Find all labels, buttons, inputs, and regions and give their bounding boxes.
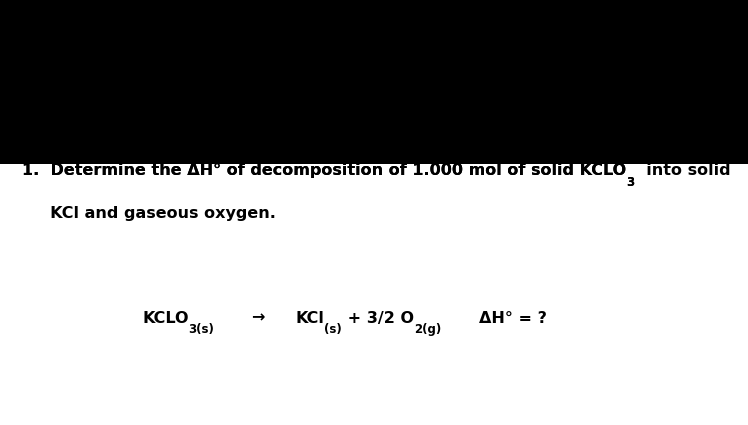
Text: + 3/2 O: + 3/2 O xyxy=(342,311,414,326)
Text: KCLO: KCLO xyxy=(142,311,188,326)
Text: 1.  Determine the ΔH° of decomposition of 1.000 mol of solid KCLO: 1. Determine the ΔH° of decomposition of… xyxy=(22,163,627,178)
Text: 2(g): 2(g) xyxy=(414,323,441,336)
Text: 3: 3 xyxy=(627,176,635,189)
Text: →: → xyxy=(251,311,264,326)
Text: into solid: into solid xyxy=(635,163,730,178)
Text: KCl: KCl xyxy=(295,311,325,326)
FancyBboxPatch shape xyxy=(0,164,748,425)
Text: 1.  Determine the ΔH° of decomposition of 1.000 mol of solid KCLO: 1. Determine the ΔH° of decomposition of… xyxy=(22,163,627,178)
Text: 3: 3 xyxy=(627,176,635,189)
Text: KCl and gaseous oxygen.: KCl and gaseous oxygen. xyxy=(22,206,276,221)
Text: 3(s): 3(s) xyxy=(188,323,215,336)
Text: ΔH° = ?: ΔH° = ? xyxy=(479,311,547,326)
Text: (s): (s) xyxy=(325,323,342,336)
